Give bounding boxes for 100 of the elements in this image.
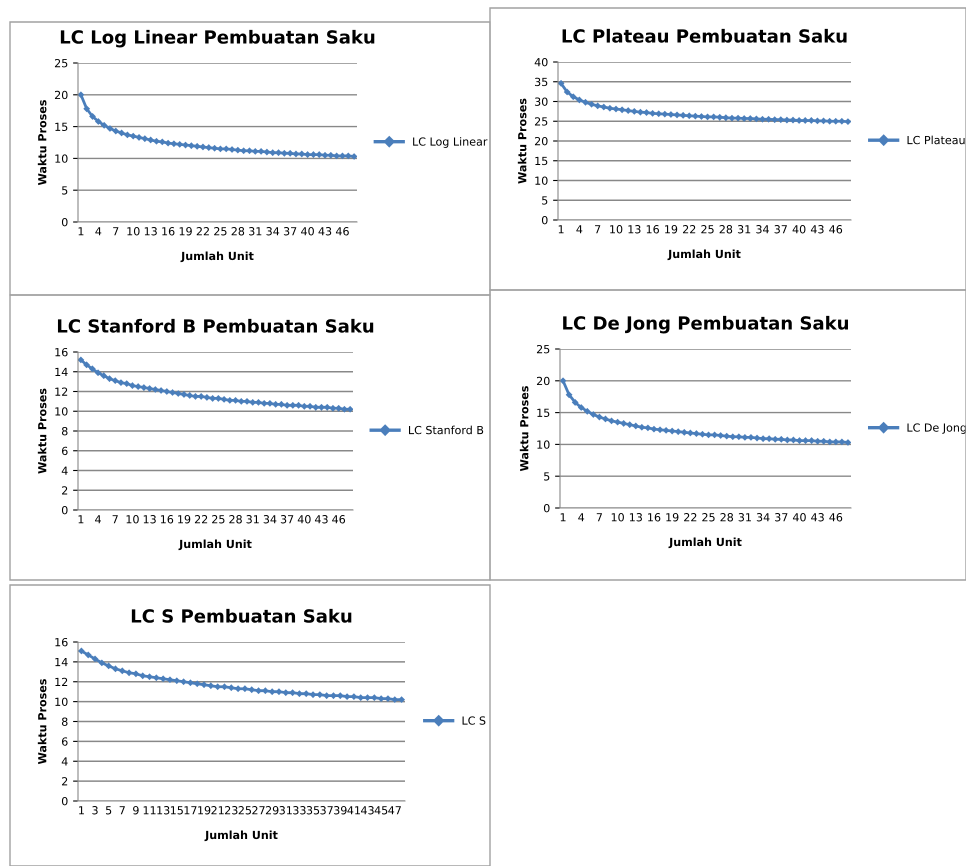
x-tick-label: 19	[180, 227, 192, 236]
chart-title: LC Log Linear Pembuatan Saku	[60, 30, 374, 48]
x-tick-label: 25	[212, 515, 224, 524]
chart-title: LC S Pembuatan Saku	[132, 608, 352, 623]
x-tick-label: 46	[336, 227, 349, 236]
x-tick-label: 4	[578, 513, 584, 522]
x-tick-label: 11	[144, 806, 156, 814]
x-tick-label: 43	[811, 513, 824, 522]
x-tick-label: 1	[558, 225, 564, 234]
x-tick-label: 1	[78, 515, 84, 524]
x-tick-label: 9	[133, 806, 139, 814]
x-tick-label: 43	[314, 515, 328, 524]
chart-title: LC Stanford B Pembuatan Saku	[58, 318, 374, 333]
x-tick-label: 37	[775, 513, 788, 522]
y-tick-label: 10	[535, 176, 548, 185]
x-tick-label: 29	[266, 806, 278, 814]
x-tick-label: 23	[225, 806, 238, 814]
y-axis-title: Waktu Proses	[38, 388, 46, 474]
y-tick-label: 5	[542, 196, 548, 205]
x-tick-label: 10	[612, 513, 624, 522]
x-tick-label: 1	[78, 227, 84, 236]
y-tick-label: 6	[62, 446, 68, 456]
x-tick-label: 31	[246, 515, 259, 524]
y-tick-label: 10	[55, 407, 68, 416]
y-tick-label: 12	[55, 387, 68, 396]
x-tick-label: 39	[334, 806, 347, 814]
x-axis-title: Jumlah Unit	[180, 252, 254, 262]
x-tick-label: 13	[144, 515, 156, 524]
y-tick-label: 2	[62, 777, 68, 786]
y-tick-label: 0	[542, 216, 548, 224]
legend-label: LC Log Linear	[413, 137, 488, 148]
x-tick-label: 47	[388, 806, 401, 814]
y-tick-label: 4	[62, 466, 68, 475]
x-tick-label: 4	[95, 515, 101, 524]
x-tick-label: 43	[361, 806, 374, 814]
x-tick-label: 41	[347, 806, 360, 814]
x-tick-label: 10	[610, 225, 622, 234]
x-tick-label: 46	[332, 515, 346, 524]
x-tick-label: 13	[157, 806, 170, 814]
x-tick-label: 46	[829, 225, 842, 234]
x-tick-label: 22	[194, 515, 208, 524]
y-tick-label: 12	[55, 678, 68, 686]
y-tick-label: 35	[534, 78, 548, 86]
y-tick-label: 15	[537, 408, 550, 417]
x-tick-label: 7	[112, 515, 118, 524]
x-tick-label: 7	[113, 227, 118, 236]
x-tick-label: 7	[596, 513, 602, 522]
x-tick-label: 17	[184, 806, 197, 814]
x-tick-label: 19	[666, 513, 678, 522]
x-tick-label: 16	[162, 227, 174, 236]
x-tick-label: 27	[252, 806, 265, 814]
x-axis-title: Jumlah Unit	[204, 830, 278, 842]
x-tick-label: 22	[196, 227, 209, 236]
chart-title: LC De Jong Pembuatan Saku	[563, 316, 848, 334]
y-tick-label: 15	[55, 122, 68, 131]
x-tick-label: 22	[684, 513, 696, 522]
x-tick-label: 19	[665, 225, 678, 234]
x-tick-label: 1	[79, 806, 84, 814]
x-tick-label: 16	[160, 515, 174, 524]
x-tick-label: 5	[106, 806, 112, 814]
x-tick-label: 31	[738, 225, 750, 234]
y-axis-title: Waktu Proses	[38, 679, 46, 764]
x-tick-label: 34	[756, 225, 769, 234]
x-tick-label: 28	[720, 513, 734, 522]
y-tick-label: 16	[55, 638, 68, 646]
x-tick-label: 40	[301, 227, 314, 236]
x-tick-label: 10	[126, 515, 139, 524]
y-tick-label: 25	[536, 344, 550, 354]
x-tick-label: 33	[293, 806, 306, 814]
x-tick-label: 13	[144, 227, 157, 236]
y-tick-label: 10	[55, 698, 68, 706]
y-tick-label: 0	[62, 506, 68, 514]
y-tick-label: 5	[544, 472, 550, 481]
y-tick-label: 14	[55, 658, 68, 666]
legend-label: LC Plateau	[908, 136, 965, 144]
x-tick-label: 10	[127, 227, 140, 236]
x-tick-label: 28	[232, 227, 244, 236]
x-axis-title: Jumlah Unit	[668, 538, 742, 548]
legend-label: LC Stanford B	[409, 426, 484, 434]
x-tick-label: 34	[266, 227, 280, 236]
x-tick-label: 40	[792, 513, 806, 522]
legend-label: LC S	[462, 716, 486, 725]
x-tick-label: 45	[374, 806, 388, 814]
y-tick-label: 4	[62, 757, 68, 766]
x-tick-label: 31	[249, 227, 262, 236]
x-tick-label: 31	[738, 513, 751, 522]
y-tick-label: 20	[54, 90, 68, 100]
x-tick-label: 25	[702, 513, 715, 522]
x-axis-title: Jumlah Unit	[667, 250, 741, 260]
x-tick-label: 16	[646, 225, 659, 234]
x-tick-label: 37	[774, 225, 787, 234]
y-tick-label: 10	[55, 154, 68, 163]
x-tick-label: 40	[792, 225, 806, 234]
y-tick-label: 16	[55, 348, 68, 356]
x-tick-label: 21	[211, 806, 224, 814]
x-tick-label: 25	[701, 225, 714, 234]
x-tick-label: 37	[280, 515, 294, 524]
x-tick-label: 22	[682, 225, 696, 234]
y-tick-label: 25	[534, 117, 548, 126]
y-tick-label: 30	[534, 97, 548, 106]
